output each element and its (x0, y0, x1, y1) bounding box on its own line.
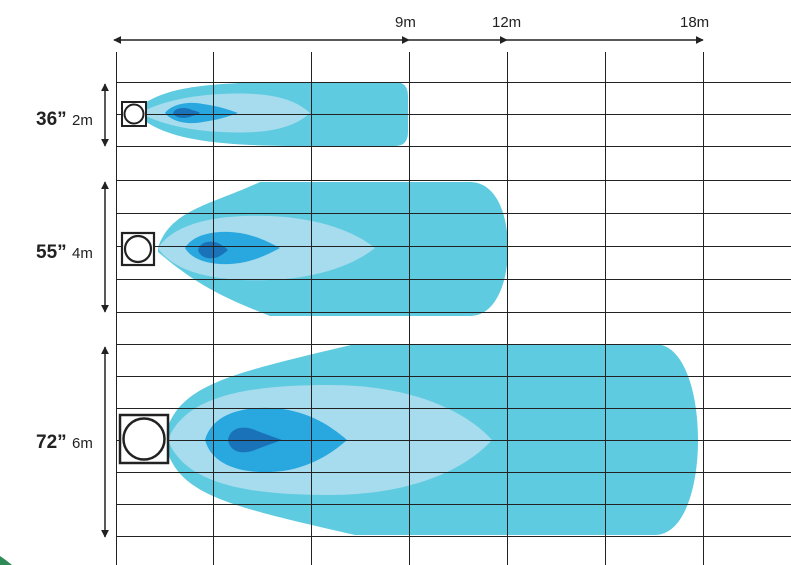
beam-row-72 (164, 344, 698, 535)
grid (116, 52, 791, 565)
beam-inner-36 (165, 102, 238, 124)
dim-label-4m: 4m (72, 245, 93, 262)
size-label-36: 36” (36, 109, 67, 130)
distance-label-9m: 9m (395, 14, 416, 31)
beam-core-36 (173, 108, 200, 118)
distance-label-18m: 18m (680, 14, 709, 31)
distance-label-12m: 12m (492, 14, 521, 31)
size-label-55: 55” (36, 242, 67, 263)
dim-label-2m: 2m (72, 112, 93, 129)
corner-decoration (0, 556, 12, 565)
light-lens (123, 103, 145, 125)
light-icon-36 (121, 101, 147, 127)
light-icon-55 (120, 231, 156, 267)
light-icon-72 (118, 413, 170, 465)
light-lens (122, 417, 166, 461)
dim-label-6m: 6m (72, 435, 93, 452)
size-label-72: 72” (36, 432, 67, 453)
light-lens (123, 234, 153, 264)
beam-row-55 (158, 182, 508, 316)
